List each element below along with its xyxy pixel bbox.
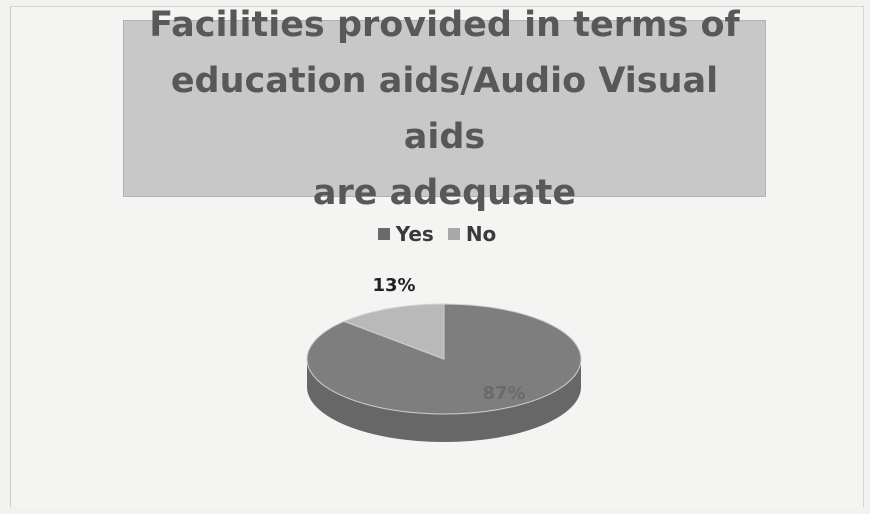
legend-item-yes: Yes: [377, 222, 434, 246]
data-label-no: 13%: [372, 275, 415, 296]
legend-swatch-yes: [377, 228, 390, 240]
pie-chart: 87% 13%: [306, 275, 582, 442]
chart-title-line-2: education aids/Audio Visual aids: [170, 60, 719, 157]
legend-label-yes: Yes: [395, 222, 434, 246]
data-label-yes: 87%: [482, 383, 525, 404]
legend-label-no: No: [465, 222, 497, 246]
chart-title-line-3: are adequate: [312, 172, 577, 213]
chart-legend: Yes No: [11, 222, 863, 246]
chart-title-line-1: Facilities provided in terms of: [149, 4, 740, 45]
pie-side-yes: [307, 359, 581, 442]
legend-swatch-no: [447, 228, 460, 240]
chart-title: Facilities provided in terms of educatio…: [130, 0, 759, 221]
legend-item-no: No: [447, 222, 497, 246]
pie-slice-no: [342, 303, 445, 360]
chart-frame: Facilities provided in terms of educatio…: [10, 5, 864, 507]
chart-title-box: Facilities provided in terms of educatio…: [123, 5, 766, 213]
